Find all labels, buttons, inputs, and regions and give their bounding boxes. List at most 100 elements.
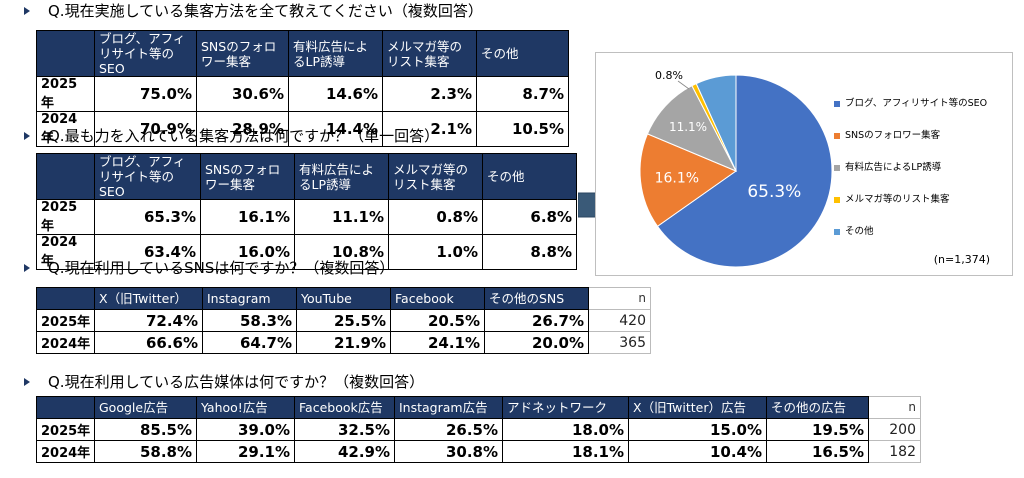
table-header: SNSのフォロワー集客 — [196, 30, 289, 77]
table-cell: 2.1% — [382, 111, 477, 147]
table-row: 2024年 63.4% 16.0% 10.8% 1.0% 8.8% — [36, 234, 577, 270]
table-cell: 6.8% — [482, 199, 577, 235]
n-header: n — [868, 396, 921, 419]
pie-chart: 65.3% 16.1% 11.1% — [639, 74, 833, 268]
table-header: Google広告 — [94, 396, 197, 419]
table-row: 2025年 65.3% 16.1% 11.1% 0.8% 6.8% — [36, 199, 577, 235]
table-row: 2025年 75.0% 30.6% 14.6% 2.3% 8.7% — [36, 76, 569, 112]
bullet-arrow-icon — [24, 377, 30, 386]
table-cell: 26.7% — [484, 309, 589, 332]
corner-cell — [36, 396, 95, 419]
legend-label: メルマガ等のリスト集客 — [845, 194, 950, 205]
legend-label: SNSのフォロワー集客 — [845, 130, 941, 141]
table-header: メルマガ等のリスト集客 — [382, 30, 477, 77]
table-cell: 14.4% — [288, 111, 383, 147]
table-header: Instagram広告 — [394, 396, 503, 419]
legend-item: 有料広告によるLP誘導 — [834, 159, 941, 173]
table-cell: 28.9% — [196, 111, 289, 147]
year-label: 2025年 — [36, 76, 95, 112]
table-cell: 16.0% — [200, 234, 295, 270]
table-header: SNSのフォロワー集客 — [200, 153, 295, 200]
table-cell: 1.0% — [388, 234, 483, 270]
table-cell: 26.5% — [394, 418, 503, 441]
table-header: 有料広告によるLP誘導 — [288, 30, 383, 77]
table-cell: 75.0% — [94, 76, 197, 112]
table-cell: 19.5% — [766, 418, 869, 441]
table-cell: 70.9% — [94, 111, 197, 147]
table-cell: 42.9% — [294, 440, 395, 463]
pie-slice — [656, 74, 833, 268]
n-cell: 182 — [868, 440, 921, 463]
question-2: Q.最も力を入れている集客方法は何ですか？（単一回答） — [24, 127, 439, 145]
table-header: Facebook広告 — [294, 396, 395, 419]
bullet-arrow-icon — [24, 263, 30, 272]
table-cell: 8.8% — [482, 234, 577, 270]
n-header: n — [588, 287, 651, 310]
year-label: 2025年 — [36, 418, 95, 441]
year-label: 2024年 — [36, 331, 95, 354]
legend-swatch — [834, 132, 840, 139]
bullet-arrow-icon — [24, 131, 30, 140]
table-cell: 58.3% — [202, 309, 297, 332]
pie-slice — [695, 74, 737, 172]
legend-item: ブログ、アフィリサイト等のSEO — [834, 95, 987, 109]
pie-slice — [646, 85, 738, 172]
legend-label: ブログ、アフィリサイト等のSEO — [845, 98, 988, 109]
legend-item: メルマガ等のリスト集客 — [834, 191, 950, 205]
legend-swatch — [834, 100, 840, 107]
bullet-arrow-icon — [24, 6, 30, 15]
table-cell: 20.5% — [390, 309, 485, 332]
table-header: YouTube — [296, 287, 391, 310]
table-cell: 58.8% — [94, 440, 197, 463]
table-cell: 65.3% — [94, 199, 201, 235]
pie-slice — [639, 133, 738, 227]
legend-item: SNSのフォロワー集客 — [834, 127, 940, 141]
slice-label: 16.1% — [655, 170, 699, 186]
table-cell: 10.5% — [476, 111, 569, 147]
table-4: Google広告 Yahoo!広告 Facebook広告 Instagram広告… — [36, 396, 921, 463]
table-header: Instagram — [202, 287, 297, 310]
table-cell: 32.5% — [294, 418, 395, 441]
n-cell: 200 — [868, 418, 921, 441]
table-header: その他 — [482, 153, 577, 200]
table-cell: 21.9% — [296, 331, 391, 354]
corner-cell — [36, 287, 95, 310]
question-2-text: Q.最も力を入れている集客方法は何ですか？（単一回答） — [48, 127, 440, 145]
table-cell: 66.6% — [94, 331, 203, 354]
n-cell: 420 — [588, 309, 651, 332]
table-cell: 0.8% — [388, 199, 483, 235]
table-cell: 39.0% — [196, 418, 295, 441]
table-1: ブログ、アフィリサイト等のSEO SNSのフォロワー集客 有料広告によるLP誘導… — [36, 30, 569, 147]
table-cell: 29.1% — [196, 440, 295, 463]
table-cell: 64.7% — [202, 331, 297, 354]
question-3: Q.現在利用しているSNSは何ですか？（複数回答） — [24, 259, 394, 277]
legend-label: その他 — [845, 226, 874, 237]
table-cell: 24.1% — [390, 331, 485, 354]
table-cell: 11.1% — [294, 199, 389, 235]
table-row: 2024年 58.8% 29.1% 42.9% 30.8% 18.1% 10.4… — [36, 440, 921, 463]
table-cell: 15.0% — [628, 418, 767, 441]
table-row: 2025年 72.4% 58.3% 25.5% 20.5% 26.7% 420 — [36, 309, 651, 332]
table-row: 2025年 85.5% 39.0% 32.5% 26.5% 18.0% 15.0… — [36, 418, 921, 441]
table-cell: 30.8% — [394, 440, 503, 463]
table-header: その他の広告 — [766, 396, 869, 419]
table-cell: 18.0% — [502, 418, 629, 441]
table-cell: 2.3% — [382, 76, 477, 112]
table-header: その他 — [476, 30, 569, 77]
leader-line — [677, 80, 690, 90]
table-cell: 8.7% — [476, 76, 569, 112]
year-label: 2024年 — [36, 111, 95, 147]
table-row: 2024年 70.9% 28.9% 14.4% 2.1% 10.5% — [36, 111, 569, 147]
sample-size-note: (n=1,374) — [933, 253, 990, 266]
question-3-text: Q.現在利用しているSNSは何ですか？（複数回答） — [48, 259, 395, 277]
table-cell: 14.6% — [288, 76, 383, 112]
table-header: アドネットワーク — [502, 396, 629, 419]
legend-swatch — [834, 164, 840, 171]
corner-cell — [36, 153, 95, 200]
question-4-text: Q.現在利用している広告媒体は何ですか？（複数回答） — [48, 373, 425, 391]
slice-label: 11.1% — [669, 120, 707, 134]
corner-cell — [36, 30, 95, 77]
table-header: 有料広告によるLP誘導 — [294, 153, 389, 200]
table-header: その他のSNS — [484, 287, 589, 310]
year-label: 2025年 — [36, 199, 95, 235]
